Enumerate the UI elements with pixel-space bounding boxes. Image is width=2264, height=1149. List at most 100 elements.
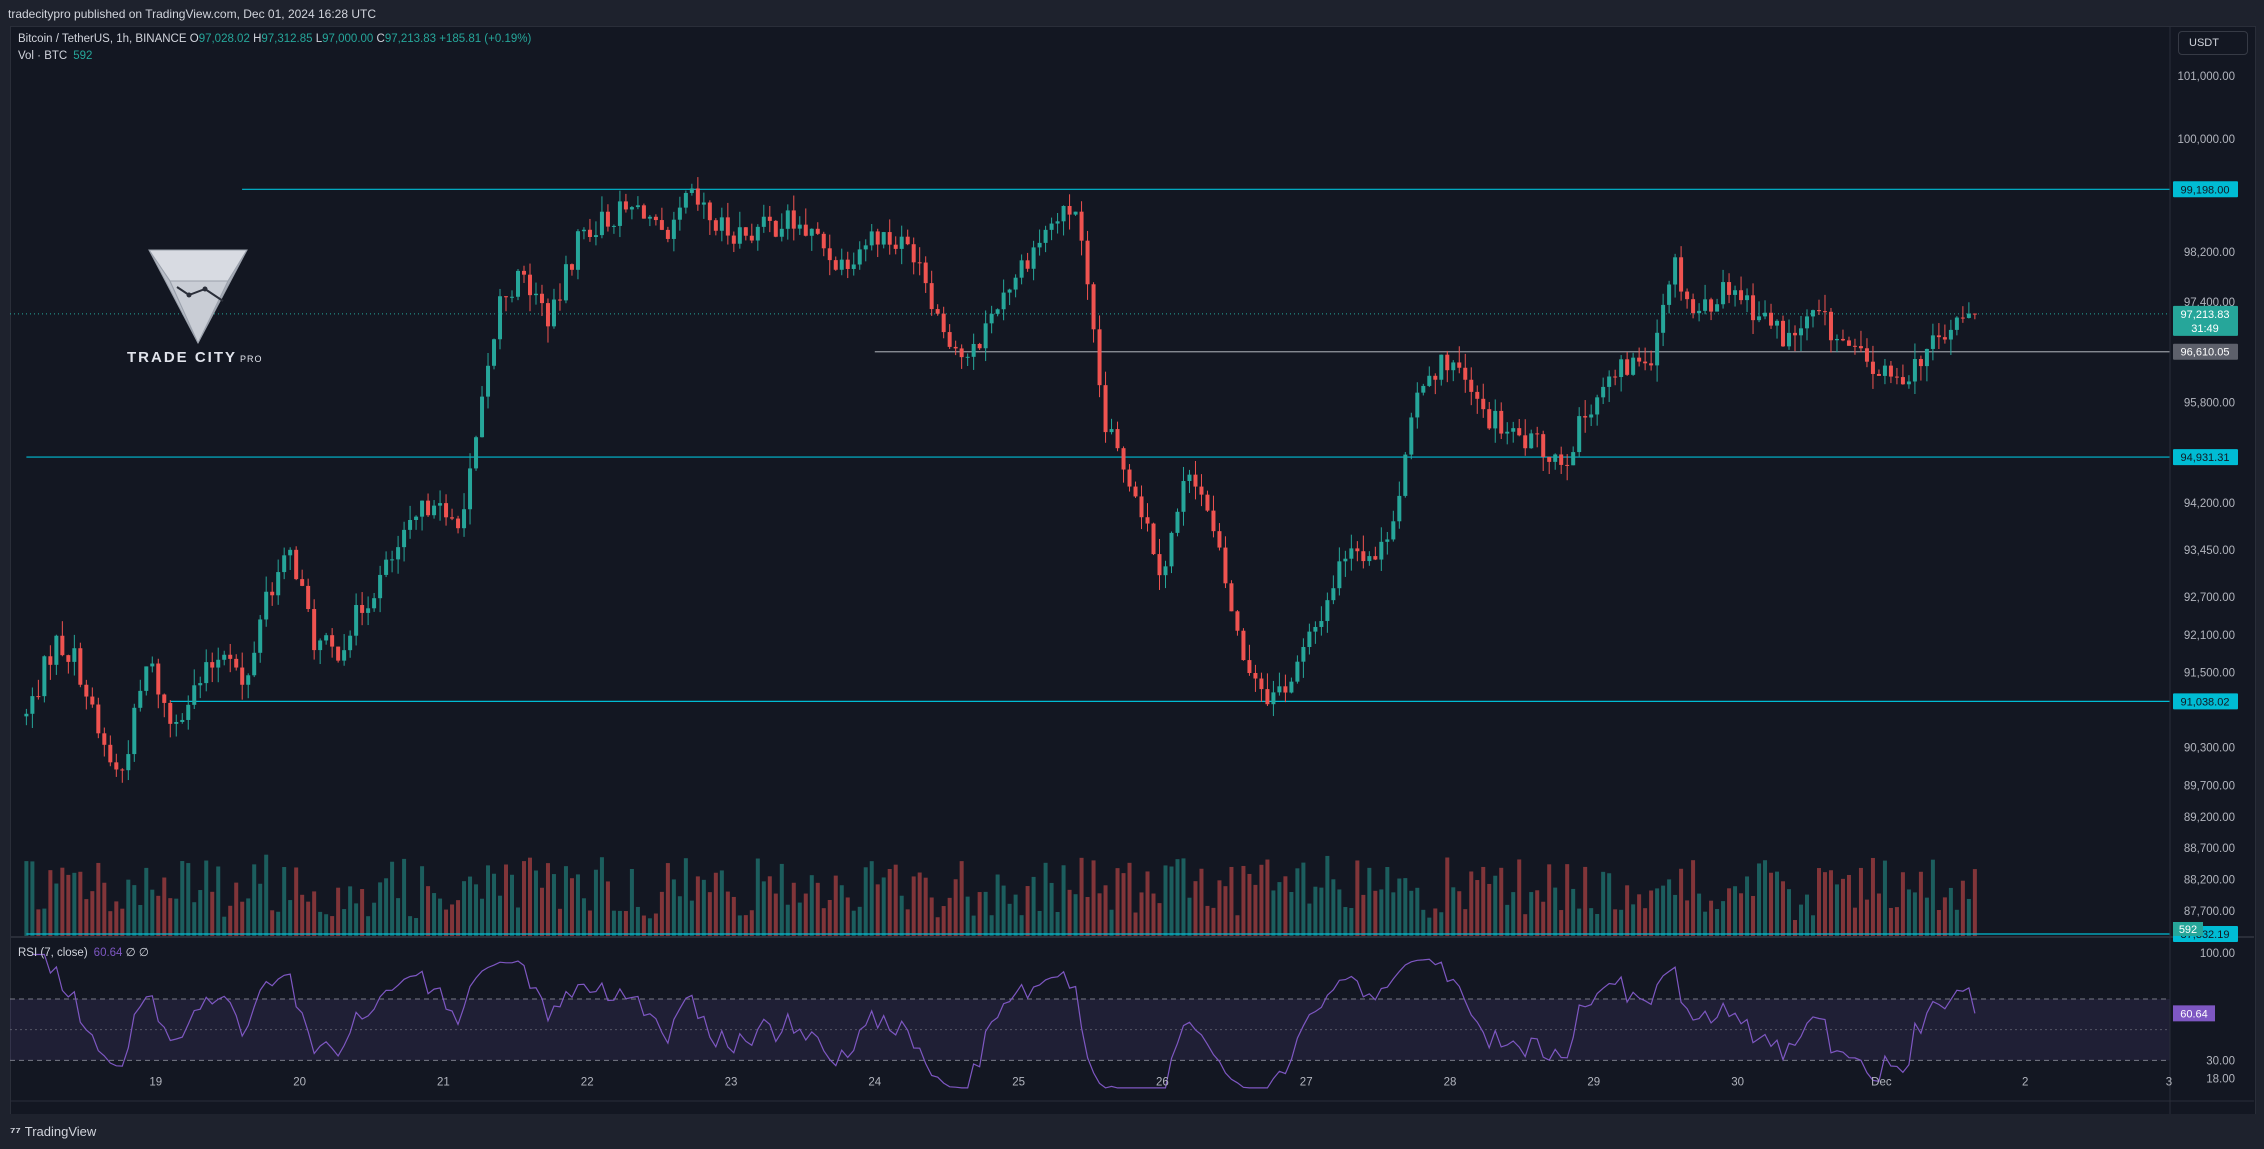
volume-bar	[474, 884, 479, 936]
candle-body	[1960, 317, 1965, 319]
time-axis-label: 20	[293, 1077, 306, 1089]
volume-bar	[677, 896, 682, 936]
volume-bar	[719, 870, 724, 936]
volume-bar	[1151, 893, 1156, 936]
candle-body	[1805, 316, 1810, 329]
rsi-pane[interactable]	[10, 953, 2170, 1089]
candle-body	[120, 769, 125, 771]
candle-body	[713, 220, 718, 231]
candle-body	[1193, 474, 1198, 487]
candle-body	[761, 216, 766, 227]
currency-selector[interactable]: USDT	[2178, 31, 2248, 55]
rsi-legend[interactable]: RSI (7, close) 60.64 ∅ ∅	[18, 945, 149, 959]
volume-bar	[1924, 897, 1929, 936]
candle-body	[1427, 375, 1432, 386]
candle-body	[587, 229, 592, 238]
candle-body	[1433, 375, 1438, 380]
volume-bar	[839, 885, 844, 936]
volume-bar	[977, 892, 982, 936]
volume-bar	[1349, 908, 1354, 936]
time-axis-label: 22	[581, 1077, 594, 1089]
candle-body	[372, 598, 377, 609]
candle-body	[893, 244, 898, 249]
volume-legend[interactable]: Vol · BTC 592	[18, 50, 92, 62]
candle-body	[785, 210, 790, 229]
candle-body	[264, 591, 269, 620]
volume-bar	[1840, 878, 1845, 936]
candle-body	[1595, 397, 1600, 415]
candle-body	[527, 274, 532, 296]
volume-bar	[581, 898, 586, 936]
candle-body	[1487, 409, 1492, 429]
candles[interactable]	[24, 177, 1977, 783]
volume-bar	[1846, 874, 1851, 936]
volume-bar	[426, 886, 431, 936]
candle-body	[1241, 630, 1246, 661]
volume-bar	[1391, 892, 1396, 936]
candle-body	[1259, 678, 1264, 690]
volume-bar	[1541, 901, 1546, 936]
candle-body	[743, 227, 748, 236]
volume-bar	[1115, 868, 1120, 936]
candle-body	[707, 202, 712, 221]
volume-bar	[348, 886, 353, 936]
candle-body	[1876, 373, 1881, 376]
candle-body	[1852, 345, 1857, 347]
volume-bar	[1295, 868, 1300, 936]
volume-bar	[1906, 889, 1911, 936]
candle-body	[1541, 434, 1546, 457]
symbol-legend[interactable]: Bitcoin / TetherUS, 1h, BINANCE O97,028.…	[18, 33, 531, 45]
volume-bar	[198, 890, 203, 936]
candle-body	[180, 719, 185, 722]
time-axis-label: 19	[149, 1077, 162, 1089]
volume-bar	[755, 858, 760, 936]
volume-bar	[300, 894, 305, 936]
volume-bar	[863, 867, 868, 936]
candle-body	[1912, 359, 1917, 382]
volume-bar	[1463, 909, 1468, 936]
candle-body	[1673, 257, 1678, 285]
tradingview-logo[interactable]: ⁷⁷ TradingView	[10, 1124, 96, 1139]
volume-bar	[1739, 893, 1744, 936]
volume-bar	[887, 869, 892, 936]
volume-bar	[1607, 873, 1612, 936]
logo-name: TRADE CITY	[127, 349, 237, 366]
candle-body	[1481, 398, 1486, 410]
candle-body	[767, 216, 772, 221]
tv-icon: ⁷⁷	[10, 1124, 21, 1139]
candle-body	[402, 529, 407, 548]
price-tag-99198: 99,198.00	[2181, 184, 2230, 196]
volume-bar	[1055, 912, 1060, 936]
volume-bar	[833, 875, 838, 936]
volume-bar	[899, 895, 904, 936]
volume-bar	[396, 898, 401, 936]
candle-body	[1343, 558, 1348, 562]
volume-bar	[827, 899, 832, 936]
candle-body	[1870, 361, 1875, 374]
candle-body	[390, 559, 395, 561]
volume-bar	[1751, 895, 1756, 936]
candle-body	[1415, 392, 1420, 418]
candle-body	[1553, 454, 1558, 462]
volume-bar	[42, 908, 47, 936]
volume-tag: 592	[2179, 924, 2197, 936]
candle-body	[929, 283, 934, 310]
volume-bar	[1163, 865, 1168, 936]
volume-bar	[294, 867, 299, 936]
volume-bar	[1157, 903, 1162, 936]
candle-body	[426, 500, 431, 516]
price-chart[interactable]: 101,000.00100,000.0098,200.0097,400.0095…	[10, 26, 2254, 1114]
volume-bar	[1001, 885, 1006, 936]
candle-body	[1109, 429, 1114, 433]
candle-body	[1924, 348, 1929, 367]
volume-bar	[767, 876, 772, 936]
volume-bar	[1727, 888, 1732, 936]
volume-bar	[743, 915, 748, 936]
candle-body	[1187, 474, 1192, 482]
time-axis-label: 2	[2022, 1077, 2028, 1089]
candle-body	[438, 503, 443, 506]
volume-bar	[234, 882, 239, 936]
horizontal-levels[interactable]	[10, 188, 2170, 935]
volume-bar	[378, 882, 383, 936]
candle-body	[1349, 548, 1354, 559]
